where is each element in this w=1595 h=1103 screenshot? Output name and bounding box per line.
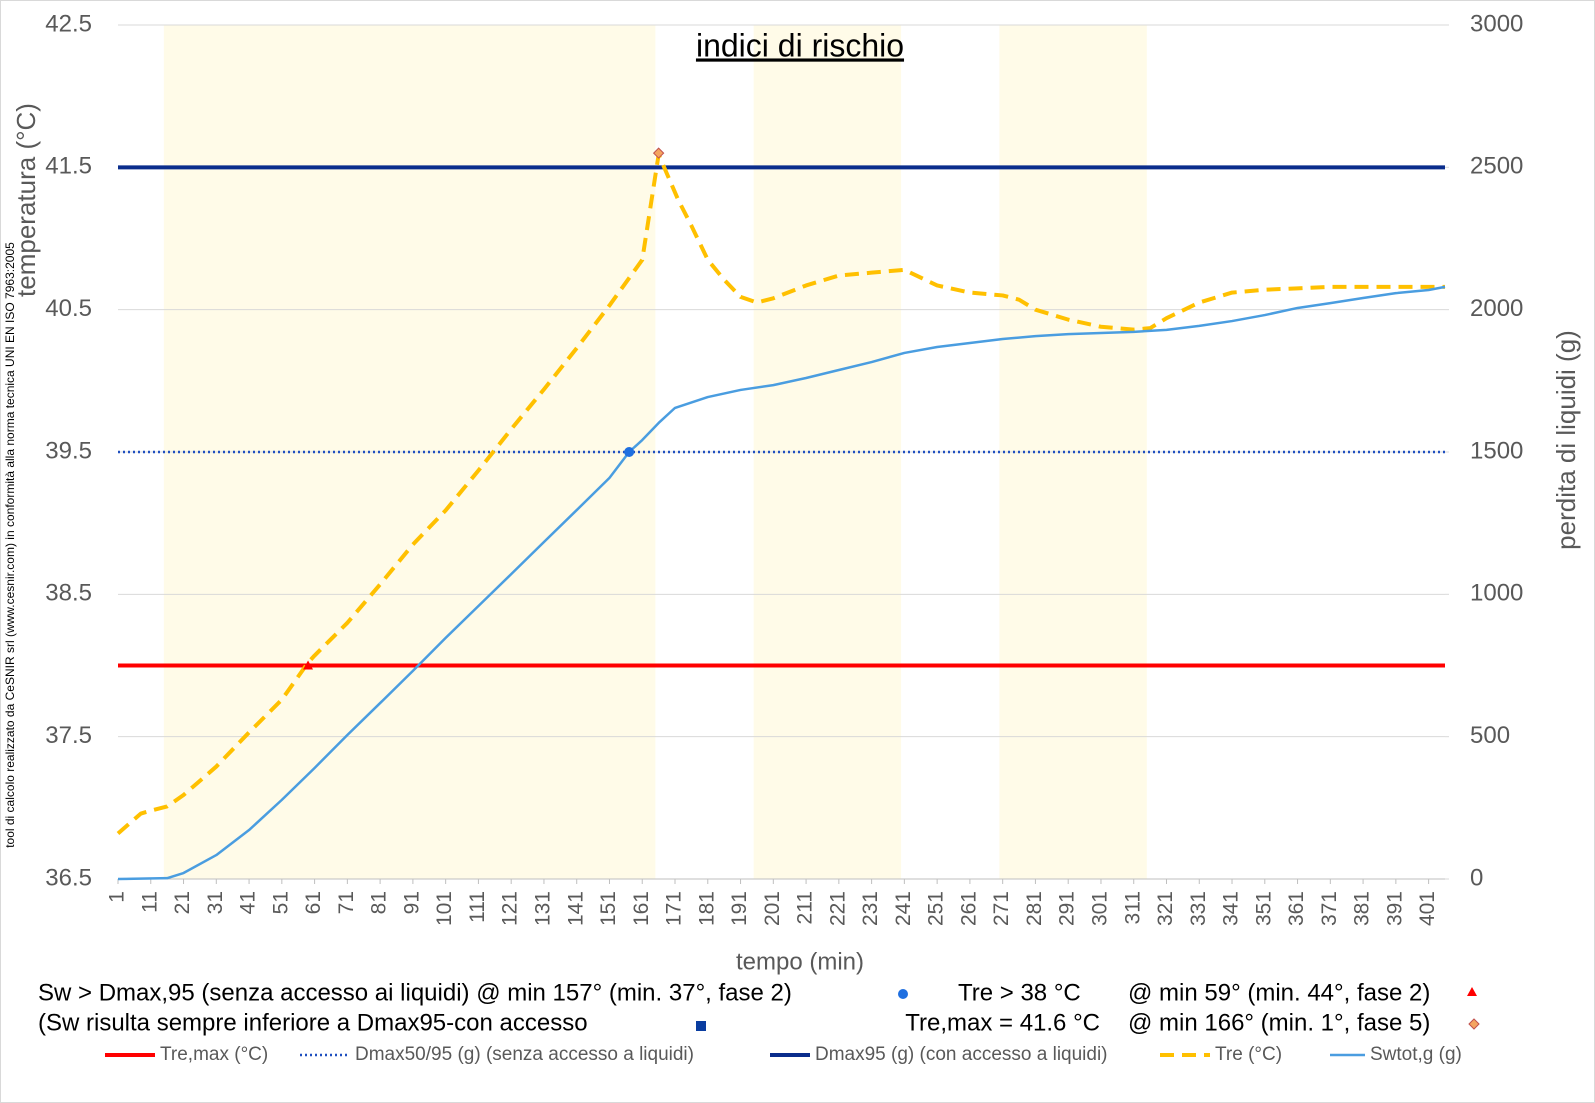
marker	[652, 147, 665, 159]
legend-label: Dmax50/95 (g) (senza accesso a liquidi)	[355, 1044, 694, 1065]
series-line	[117, 285, 1446, 881]
x-tick-label: 61	[302, 891, 325, 914]
y-tick-label: 41.5	[45, 153, 92, 180]
y2-axis-title: perdita di liquidi (g)	[1551, 330, 1581, 550]
labels: 36.5 37.5 38.5 39.5 40.5 41.5 42.5 0 500 1000 1500…	[45, 10, 1523, 926]
annotation: @ min 166° (min. 1°, fase 5)	[1128, 1009, 1430, 1036]
annotation: @ min 59° (min. 44°, fase 2)	[1128, 979, 1430, 1006]
x-tick-label: 361	[1285, 891, 1308, 926]
y2-tick-label: 2000	[1470, 295, 1523, 322]
x-tick-label: 321	[1154, 891, 1177, 926]
y-tick-label: 37.5	[45, 722, 92, 749]
y2-tick-label: 1000	[1470, 580, 1523, 607]
x-tick-label: 21	[171, 891, 194, 914]
y2-tick-label: 3000	[1470, 10, 1523, 37]
y-axis-title: temperatura (°C)	[11, 103, 41, 297]
x-tick-label: 51	[269, 891, 292, 914]
x-tick-label: 371	[1318, 891, 1341, 926]
x-tick-label: 71	[335, 891, 358, 914]
x-axis-title: tempo (min)	[736, 948, 864, 975]
annotation: Tre,max = 41.6 °C	[905, 1009, 1100, 1036]
x-tick-label: 131	[531, 891, 554, 926]
marker	[1467, 987, 1477, 996]
markers	[303, 147, 665, 670]
x-tick-label: 161	[630, 891, 653, 926]
x-tick-label: 251	[925, 891, 948, 926]
x-tick-label: 41	[237, 891, 260, 914]
legend: Tre,max (°C) Dmax50/95 (g) (senza accesso…	[105, 987, 1480, 1065]
annotation-square	[696, 1021, 706, 1031]
x-tick-label: 191	[728, 891, 751, 926]
y-tick-label: 40.5	[45, 295, 92, 322]
y2-tick-label: 1500	[1470, 437, 1523, 464]
x-tick-label: 91	[400, 891, 423, 914]
y-tick-label: 39.5	[45, 437, 92, 464]
legend-label: Tre,max (°C)	[160, 1044, 268, 1065]
x-tick-label: 401	[1416, 891, 1439, 926]
annotation: Sw > Dmax,95 (senza accesso ai liquidi) …	[38, 979, 792, 1006]
y-tick-label: 36.5	[45, 864, 92, 891]
y2-tick-label: 0	[1470, 864, 1483, 891]
y2-tick-label: 2500	[1470, 153, 1523, 180]
y-tick-label: 42.5	[45, 10, 92, 37]
x-tick-label: 1	[106, 891, 129, 903]
x-tick-label: 281	[1023, 891, 1046, 926]
x-tick-label: 391	[1383, 891, 1406, 926]
x-tick-label: 231	[859, 891, 882, 926]
x-tick-label: 311	[1121, 891, 1144, 924]
x-tick-label: 331	[1187, 891, 1210, 926]
legend-label: Tre (°C)	[1215, 1044, 1282, 1065]
x-tick-label: 261	[957, 891, 980, 926]
x-tick-label: 121	[499, 891, 522, 926]
marker	[898, 989, 908, 999]
x-tick-label: 101	[433, 891, 456, 926]
x-tick-label: 11	[138, 891, 161, 913]
x-tick-label: 291	[1056, 891, 1079, 926]
x-tick-label: 271	[990, 891, 1013, 926]
marker	[303, 660, 314, 670]
annotation: (Sw risulta sempre inferiore a Dmax95-co…	[38, 1009, 588, 1036]
series-line	[116, 152, 1445, 835]
marker	[1468, 1018, 1480, 1030]
x-tick-label: 211	[794, 891, 817, 924]
x-tick-label: 141	[564, 891, 587, 926]
side-note: tool di calcolo realizzato da CeSNIR srl…	[3, 242, 17, 848]
marker	[624, 447, 635, 457]
annotation: Tre > 38 °C	[958, 979, 1081, 1006]
x-tick-label: 301	[1089, 891, 1112, 926]
chart-title: indici di rischio	[696, 27, 904, 63]
x-tick-label: 241	[892, 891, 915, 926]
y-tick-label: 38.5	[45, 580, 92, 607]
x-tick-label: 201	[761, 891, 784, 926]
x-tick-label: 341	[1220, 891, 1243, 926]
series-lines	[116, 152, 1446, 881]
x-tick-label: 351	[1252, 891, 1275, 926]
x-tick-label: 31	[204, 891, 227, 914]
legend-label: Dmax95 (g) (con accesso a liquidi)	[815, 1044, 1108, 1065]
x-tick-label: 381	[1351, 891, 1374, 926]
x-tick-label: 111	[466, 891, 489, 923]
x-tick-label: 81	[368, 891, 391, 914]
y2-tick-label: 500	[1470, 722, 1510, 749]
x-tick-label: 151	[597, 891, 620, 926]
legend-label: Swtot,g (g)	[1370, 1044, 1462, 1065]
x-tick-label: 181	[695, 891, 718, 926]
x-tick-label: 171	[663, 891, 686, 926]
x-tick-label: 221	[826, 891, 849, 926]
